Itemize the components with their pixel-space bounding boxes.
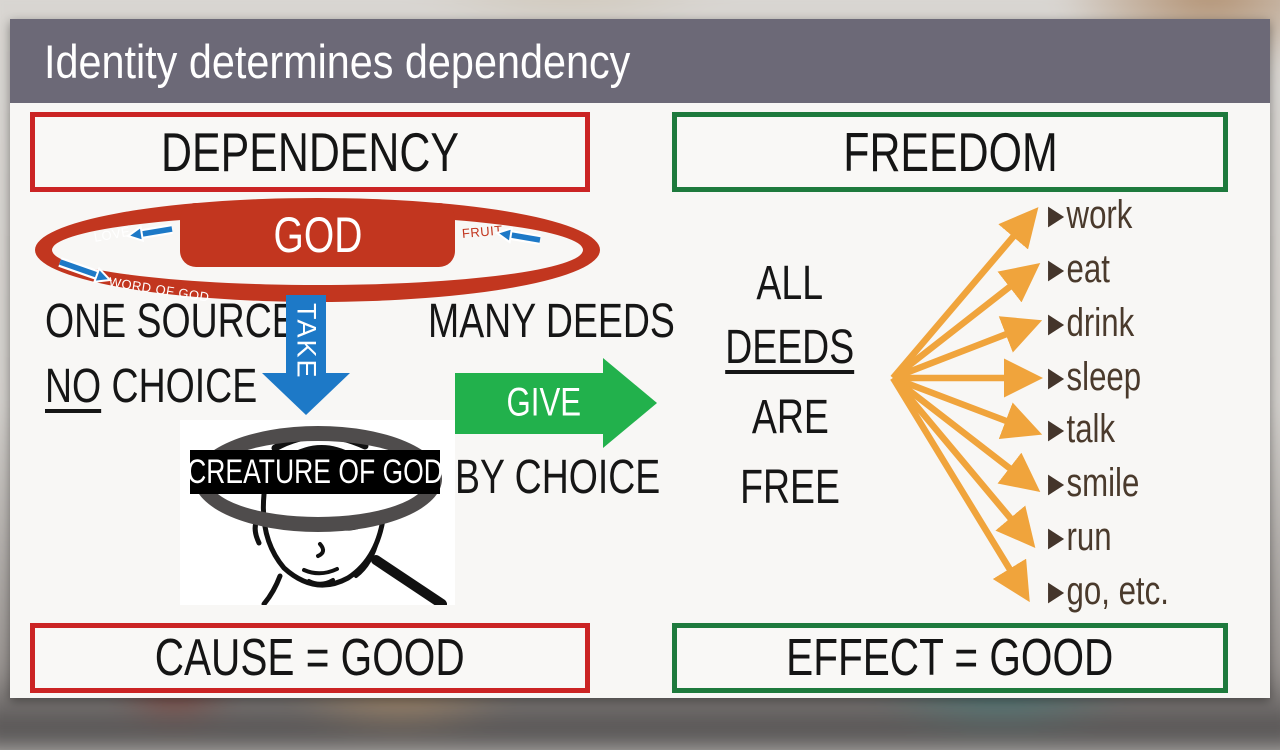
give-label: GIVE — [506, 380, 582, 425]
triangle-bullet-icon: ▶ — [1048, 467, 1065, 498]
dependency-header-label: DEPENDENCY — [161, 121, 459, 183]
effect-good-box: EFFECT = GOOD — [672, 623, 1228, 693]
freedom-header-box: FREEDOM — [672, 112, 1228, 192]
creature-label-box: CREATURE OF GOD — [187, 450, 443, 494]
list-item: ▶ work — [1048, 193, 1133, 237]
list-item: ▶ eat — [1048, 247, 1110, 291]
no-choice-text: NO CHOICE — [45, 363, 317, 411]
free-text: FREE — [740, 461, 840, 514]
no-word: NO — [45, 360, 102, 413]
by-choice-text: BY CHOICE — [455, 451, 661, 504]
take-arrow-shape-icon — [262, 295, 350, 415]
give-arrow: GIVE — [455, 358, 657, 448]
take-arrow: TAKE — [262, 295, 350, 415]
triangle-bullet-icon: ▶ — [1048, 199, 1065, 230]
give-arrow-shape-icon — [455, 358, 657, 448]
god-box: GOD — [180, 203, 455, 267]
triangle-bullet-icon: ▶ — [1048, 253, 1065, 284]
list-item: ▶ smile — [1048, 461, 1140, 505]
all-text: ALL — [756, 257, 824, 310]
list-item: ▶ run — [1048, 515, 1112, 559]
one-source-text: ONE SOURCE — [45, 295, 297, 348]
cause-good-box: CAUSE = GOOD — [30, 623, 590, 693]
effect-good-label: EFFECT = GOOD — [786, 629, 1114, 687]
list-item: ▶ talk — [1048, 407, 1116, 451]
fan-arrows-icon — [890, 207, 1043, 603]
are-text: ARE — [751, 391, 829, 444]
list-item: ▶ sleep — [1048, 355, 1142, 399]
slide-title-bar: Identity determines dependency — [10, 19, 1270, 103]
creature-of-god-figure: CREATURE OF GOD — [180, 420, 455, 605]
list-item: ▶ drink — [1048, 301, 1135, 345]
many-deeds-text: MANY DEEDS — [428, 295, 675, 348]
cycle-blue-arrows-icon — [58, 224, 541, 283]
triangle-bullet-icon: ▶ — [1048, 307, 1065, 338]
god-label: GOD — [273, 207, 362, 263]
cause-good-label: CAUSE = GOOD — [155, 629, 465, 687]
list-item: ▶ go, etc. — [1048, 569, 1169, 613]
slide-title: Identity determines dependency — [44, 34, 631, 88]
triangle-bullet-icon: ▶ — [1048, 413, 1065, 444]
triangle-bullet-icon: ▶ — [1048, 521, 1065, 552]
freedom-header-label: FREEDOM — [842, 121, 1058, 183]
dependency-header-box: DEPENDENCY — [30, 112, 590, 192]
deeds-text: DEEDS — [725, 321, 855, 374]
presentation-slide: Identity determines dependency DEPENDENC… — [10, 19, 1270, 698]
triangle-bullet-icon: ▶ — [1048, 361, 1065, 392]
triangle-bullet-icon: ▶ — [1048, 575, 1065, 606]
take-label: TAKE — [291, 303, 322, 380]
choice-word: CHOICE — [101, 360, 258, 413]
